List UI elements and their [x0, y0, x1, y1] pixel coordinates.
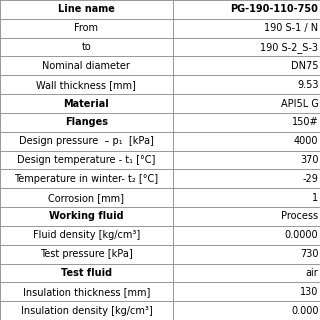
Text: Insulation thickness [mm]: Insulation thickness [mm] — [23, 287, 150, 297]
Text: 1: 1 — [312, 193, 318, 203]
Text: PG-190-110-750: PG-190-110-750 — [230, 4, 318, 14]
Text: 0.000: 0.000 — [291, 306, 318, 316]
Text: Test fluid: Test fluid — [61, 268, 112, 278]
Text: 190 S-1 / N: 190 S-1 / N — [264, 23, 318, 33]
Text: 370: 370 — [300, 155, 318, 165]
Text: From: From — [75, 23, 99, 33]
Text: to: to — [82, 42, 91, 52]
Text: Flanges: Flanges — [65, 117, 108, 127]
Text: Design temperature - t₁ [°C]: Design temperature - t₁ [°C] — [17, 155, 156, 165]
Text: Temperature in winter- t₂ [°C]: Temperature in winter- t₂ [°C] — [14, 174, 158, 184]
Text: Test pressure [kPa]: Test pressure [kPa] — [40, 249, 133, 259]
Text: Material: Material — [64, 99, 109, 108]
Text: Corrosion [mm]: Corrosion [mm] — [48, 193, 124, 203]
Text: Line name: Line name — [58, 4, 115, 14]
Text: 0.0000: 0.0000 — [285, 230, 318, 240]
Text: 190 S-2_S-3: 190 S-2_S-3 — [260, 42, 318, 52]
Text: 730: 730 — [300, 249, 318, 259]
Text: Working fluid: Working fluid — [49, 212, 124, 221]
Text: air: air — [306, 268, 318, 278]
Text: Insulation density [kg/cm³]: Insulation density [kg/cm³] — [20, 306, 152, 316]
Text: 9.53: 9.53 — [297, 80, 318, 90]
Text: API5L G: API5L G — [281, 99, 318, 108]
Text: 130: 130 — [300, 287, 318, 297]
Text: Fluid density [kg/cm³]: Fluid density [kg/cm³] — [33, 230, 140, 240]
Text: 4000: 4000 — [294, 136, 318, 146]
Text: DN75: DN75 — [291, 61, 318, 71]
Text: Nominal diameter: Nominal diameter — [43, 61, 130, 71]
Text: 150#: 150# — [292, 117, 318, 127]
Text: Wall thickness [mm]: Wall thickness [mm] — [36, 80, 136, 90]
Text: Process: Process — [281, 212, 318, 221]
Text: Design pressure  – p₁  [kPa]: Design pressure – p₁ [kPa] — [19, 136, 154, 146]
Text: -29: -29 — [302, 174, 318, 184]
